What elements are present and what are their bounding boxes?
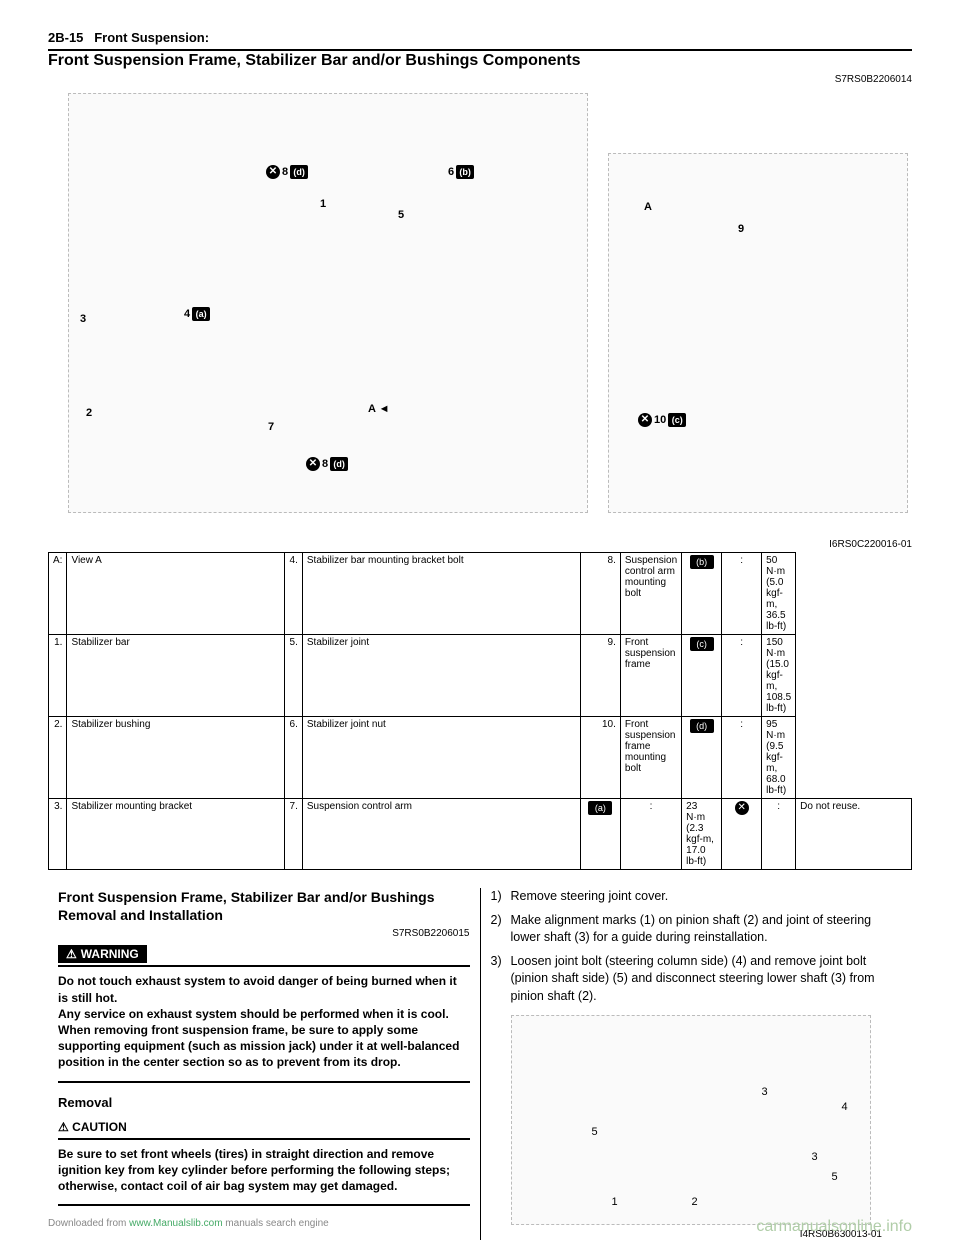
right-column: 1)Remove steering joint cover. 2)Make ali… (481, 888, 913, 1240)
page-header-text: 2B-15 Front Suspension: (48, 30, 209, 45)
diagram-callout: 6(b) (448, 165, 474, 179)
procedure-step: 3)Loosen joint bolt (steering column sid… (491, 953, 903, 1006)
procedure-step: 2)Make alignment marks (1) on pinion sha… (491, 912, 903, 947)
exploded-diagram: A A ◄ ✕8(d) 6(b) 1 5 4(a) 3 2 7 ✕8(d) 9 ✕10(c) (48, 93, 912, 533)
caution-box: ⚠ CAUTION Be sure to set front wheels (t… (58, 1118, 470, 1207)
figure-id: I6RS0C220016-01 (48, 539, 912, 550)
subsection-id: S7RS0B2206015 (58, 928, 470, 939)
removal-heading: Removal (58, 1095, 470, 1110)
left-column: Front Suspension Frame, Stabilizer Bar a… (48, 888, 480, 1240)
diagram-left (68, 93, 588, 513)
diagram-callout: 5 (398, 209, 404, 221)
view-a-label: A (644, 201, 652, 213)
doc-id: S7RS0B2206014 (48, 74, 912, 85)
diagram-callout: 2 (86, 407, 92, 419)
procedure-step: 1)Remove steering joint cover. (491, 888, 903, 906)
warning-box: ⚠WARNING Do not touch exhaust system to … (58, 945, 470, 1082)
diagram-callout: ✕10(c) (638, 413, 686, 427)
footer-right: carmanualsonline.info (756, 1218, 912, 1236)
two-column-body: Front Suspension Frame, Stabilizer Bar a… (48, 888, 912, 1240)
page-footer: Downloaded from www.Manualslib.com manua… (48, 1218, 912, 1236)
subsection-title: Front Suspension Frame, Stabilizer Bar a… (58, 888, 470, 924)
manualslib-link[interactable]: www.Manualslib.com (129, 1218, 222, 1229)
diagram-callout: 9 (738, 223, 744, 235)
diagram-callout: 4(a) (184, 307, 210, 321)
procedure-steps: 1)Remove steering joint cover. 2)Make ali… (491, 888, 903, 1005)
parts-table: A:View A4.Stabilizer bar mounting bracke… (48, 552, 912, 870)
caution-text: Be sure to set front wheels (tires) in s… (58, 1146, 470, 1195)
diagram-callout: 3 (80, 313, 86, 325)
caution-label: ⚠ CAUTION (58, 1118, 470, 1136)
diagram-right (608, 153, 908, 513)
warning-label: ⚠WARNING (58, 945, 147, 963)
diagram-callout: ✕8(d) (306, 457, 348, 471)
warning-text: Do not touch exhaust system to avoid dan… (58, 973, 470, 1070)
diagram-callout: 1 (320, 198, 326, 210)
page-header: 2B-15 Front Suspension: (48, 30, 912, 51)
footer-left: Downloaded from www.Manualslib.com manua… (48, 1218, 329, 1236)
diagram-callout: 7 (268, 421, 274, 433)
step-figure: 3 4 5 3 5 1 2 (511, 1015, 871, 1225)
arrow-a: A ◄ (368, 403, 389, 415)
diagram-callout: ✕8(d) (266, 165, 308, 179)
main-title: Front Suspension Frame, Stabilizer Bar a… (48, 52, 912, 70)
